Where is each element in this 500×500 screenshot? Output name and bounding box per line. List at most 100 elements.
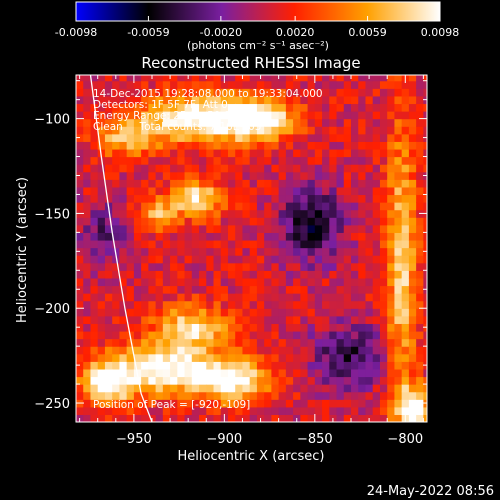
heatmap-cell bbox=[155, 80, 164, 89]
heatmap-cell bbox=[83, 399, 92, 408]
heatmap-cell bbox=[423, 111, 427, 120]
heatmap-cell bbox=[322, 315, 330, 324]
heatmap-cell bbox=[184, 247, 193, 256]
heatmap-cell bbox=[199, 239, 207, 249]
heatmap-cell bbox=[155, 141, 164, 150]
heatmap-cell bbox=[235, 171, 244, 180]
heatmap-cell bbox=[227, 346, 236, 355]
heatmap-cell bbox=[133, 95, 142, 105]
heatmap-cell bbox=[213, 103, 222, 112]
heatmap-cell bbox=[112, 88, 121, 97]
heatmap-cell bbox=[314, 293, 323, 302]
heatmap-cell bbox=[256, 399, 265, 408]
heatmap-cell bbox=[285, 262, 294, 271]
heatmap-cell bbox=[242, 308, 251, 317]
heatmap-cell bbox=[184, 323, 193, 332]
heatmap-cell bbox=[242, 346, 251, 355]
heatmap-cell bbox=[416, 406, 424, 416]
heatmap-cell bbox=[285, 300, 294, 309]
heatmap-cell bbox=[119, 361, 128, 370]
heatmap-cell bbox=[423, 353, 427, 362]
heatmap-cell bbox=[155, 224, 164, 233]
heatmap-cell bbox=[104, 293, 113, 302]
heatmap-cell bbox=[293, 239, 301, 249]
heatmap-cell bbox=[358, 103, 367, 112]
heatmap-cell bbox=[90, 414, 99, 422]
heatmap-cell bbox=[162, 330, 171, 340]
heatmap-cell bbox=[416, 111, 424, 120]
colorbar-tick-label: 0.0098 bbox=[421, 26, 460, 39]
heatmap-cell bbox=[314, 164, 323, 173]
heatmap-cell bbox=[133, 202, 142, 211]
heatmap-cell bbox=[387, 315, 396, 324]
heatmap-cell bbox=[307, 186, 316, 196]
heatmap-cell bbox=[264, 186, 272, 196]
heatmap-cell bbox=[170, 224, 178, 233]
heatmap-cell bbox=[416, 179, 424, 188]
heatmap-cell bbox=[278, 376, 287, 385]
heatmap-cell bbox=[177, 171, 186, 180]
heatmap-cell bbox=[408, 293, 417, 302]
heatmap-cell bbox=[358, 126, 367, 135]
heatmap-cell bbox=[213, 368, 222, 378]
heatmap-cell bbox=[343, 293, 352, 302]
heatmap-cell bbox=[220, 95, 229, 105]
heatmap-cell bbox=[423, 368, 427, 378]
heatmap-cell bbox=[170, 353, 178, 362]
heatmap-cell bbox=[336, 194, 345, 203]
heatmap-cell bbox=[387, 164, 396, 173]
heatmap-cell bbox=[191, 414, 200, 422]
heatmap-cell bbox=[104, 315, 113, 324]
heatmap-cell bbox=[351, 111, 359, 120]
heatmap-cell bbox=[148, 202, 157, 211]
heatmap-cell bbox=[379, 217, 388, 226]
heatmap-cell bbox=[293, 194, 301, 203]
heatmap-cell bbox=[336, 338, 345, 347]
heatmap-cell bbox=[249, 232, 258, 241]
heatmap-cell bbox=[408, 353, 417, 362]
heatmap-cell bbox=[148, 293, 157, 302]
heatmap-cell bbox=[322, 406, 330, 416]
heatmap-cell bbox=[227, 118, 236, 127]
heatmap-cell bbox=[206, 164, 215, 173]
heatmap-cell bbox=[401, 293, 410, 302]
heatmap-cell bbox=[83, 126, 92, 135]
heatmap-cell bbox=[256, 171, 265, 180]
heatmap-cell bbox=[387, 330, 396, 340]
heatmap-cell bbox=[90, 126, 99, 135]
heatmap-cell bbox=[307, 164, 316, 173]
heatmap-cell bbox=[408, 368, 417, 378]
heatmap-cell bbox=[242, 224, 251, 233]
heatmap-cell bbox=[322, 141, 330, 150]
heatmap-cell bbox=[162, 293, 171, 302]
heatmap-cell bbox=[76, 368, 84, 378]
heatmap-cell bbox=[293, 148, 301, 158]
heatmap-cell bbox=[177, 399, 186, 408]
heatmap-cell bbox=[206, 361, 215, 370]
heatmap-cell bbox=[112, 262, 121, 271]
heatmap-cell bbox=[423, 75, 427, 82]
heatmap-cell bbox=[351, 103, 359, 112]
heatmap-cell bbox=[379, 353, 388, 362]
heatmap-cell bbox=[307, 171, 316, 180]
heatmap-cell bbox=[97, 330, 106, 340]
heatmap-cell bbox=[242, 277, 251, 287]
heatmap-cell bbox=[242, 111, 251, 120]
heatmap-cell bbox=[235, 353, 244, 362]
heatmap-cell bbox=[351, 353, 359, 362]
heatmap-cell bbox=[249, 293, 258, 302]
heatmap-cell bbox=[220, 232, 229, 241]
heatmap-cell bbox=[220, 224, 229, 233]
heatmap-cell bbox=[343, 95, 352, 105]
heatmap-cell bbox=[97, 338, 106, 347]
heatmap-cell bbox=[76, 384, 84, 393]
heatmap-cell bbox=[191, 111, 200, 120]
heatmap-cell bbox=[155, 384, 164, 393]
heatmap-cell bbox=[372, 164, 381, 173]
heatmap-cell bbox=[322, 293, 330, 302]
heatmap-cell bbox=[126, 179, 135, 188]
heatmap-cell bbox=[199, 95, 207, 105]
heatmap-cell bbox=[423, 224, 427, 233]
heatmap-cell bbox=[126, 186, 135, 196]
heatmap-cell bbox=[351, 239, 359, 249]
